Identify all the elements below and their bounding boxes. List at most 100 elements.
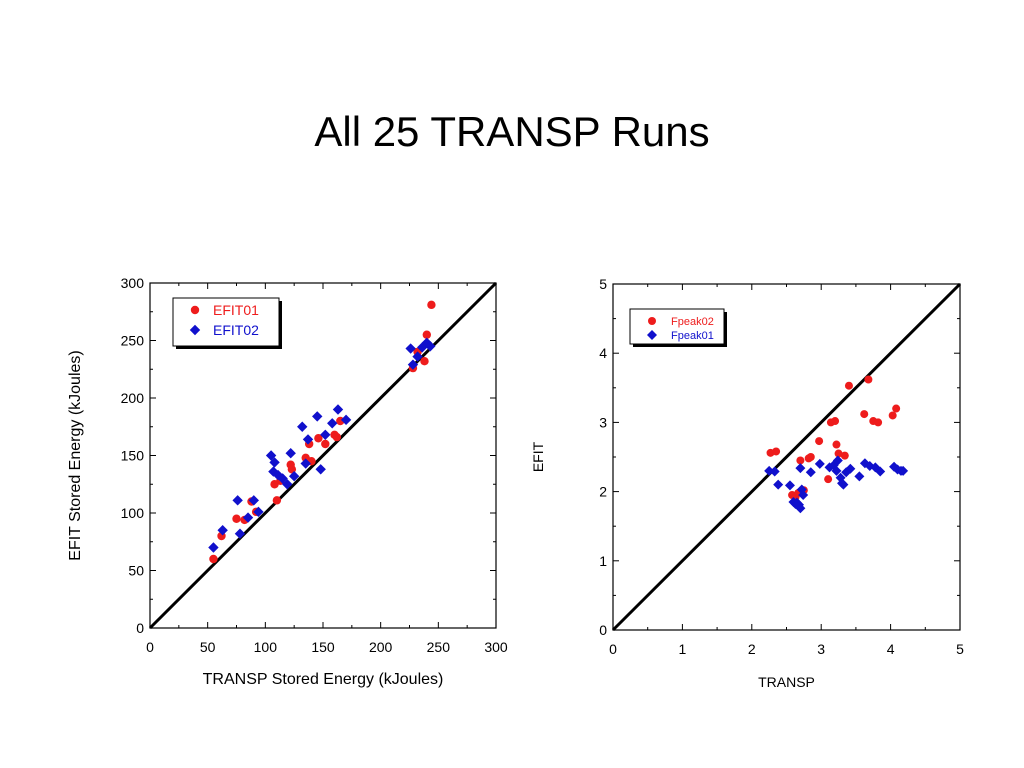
series-fpeak01: [764, 455, 909, 514]
y-tick-label: 2: [599, 484, 607, 500]
data-point-fpeak01: [769, 466, 780, 477]
data-point-efit01: [427, 300, 436, 310]
legend-label-fpeak02: Fpeak02: [671, 316, 714, 328]
data-point-efit02: [425, 341, 436, 352]
data-point-fpeak01: [784, 480, 795, 491]
data-point-fpeak02: [834, 449, 843, 458]
data-point-efit01: [314, 434, 323, 443]
x-tick-label: 150: [311, 639, 335, 655]
series-fpeak02: [766, 375, 901, 502]
legend-box: [629, 308, 725, 345]
legend-marker-fpeak01: [647, 330, 657, 340]
data-point-efit02: [253, 506, 264, 518]
data-point-efit02: [312, 411, 323, 422]
data-point-efit02: [297, 421, 308, 432]
data-point-fpeak02: [840, 451, 849, 460]
y-tick-label: 3: [599, 414, 607, 430]
data-point-fpeak01: [898, 465, 909, 476]
data-point-fpeak02: [888, 411, 897, 420]
y-tick-label: 300: [121, 275, 145, 291]
data-point-efit01: [272, 496, 282, 505]
data-point-efit02: [320, 429, 331, 440]
x-tick-label: 0: [146, 639, 154, 655]
identity-line: [611, 282, 962, 632]
x-tick-label: 100: [254, 639, 278, 655]
series-efit02: [208, 337, 436, 553]
x-tick-label: 1: [679, 641, 687, 657]
y-tick-label: 4: [599, 345, 607, 361]
data-point-efit01: [332, 432, 342, 442]
data-point-efit02: [234, 528, 246, 539]
legend: Fpeak02 Fpeak01: [629, 308, 727, 347]
data-point-fpeak02: [772, 447, 781, 456]
legend-label-efit02: EFIT02: [213, 322, 259, 338]
data-point-fpeak02: [796, 456, 805, 465]
data-point-fpeak02: [824, 475, 833, 484]
x-tick-label: 300: [484, 639, 508, 655]
x-tick-label: 2: [748, 641, 756, 657]
data-point-fpeak01: [832, 455, 843, 466]
x-tick-label: 5: [956, 641, 964, 657]
y-tick-label: 0: [599, 622, 607, 638]
data-point-fpeak01: [795, 463, 806, 474]
legend-marker-fpeak02: [648, 317, 656, 325]
x-tick-label: 200: [369, 639, 393, 655]
data-point-fpeak01: [831, 465, 842, 476]
legend-marker-efit02: [189, 324, 201, 336]
y-tick-label: 1: [599, 553, 607, 569]
x-axis-label: TRANSP Stored Energy (kJoules): [203, 671, 444, 688]
y-tick-label: 0: [136, 620, 144, 636]
y-tick-label: 5: [599, 276, 607, 292]
data-point-fpeak02: [860, 410, 869, 419]
data-point-efit01: [420, 357, 429, 366]
data-point-efit02: [315, 464, 326, 475]
data-point-fpeak01: [875, 466, 886, 477]
x-tick-label: 3: [817, 641, 825, 657]
data-point-fpeak01: [798, 490, 809, 501]
x-tick-label: 0: [609, 641, 617, 657]
legend-label-efit01: EFIT01: [213, 302, 259, 318]
data-point-efit02: [288, 471, 300, 482]
data-point-fpeak02: [806, 453, 815, 461]
data-point-fpeak02: [832, 440, 841, 449]
y-tick-label: 150: [121, 448, 145, 464]
y-axis-label: EFIT Stored Energy (kJoules): [67, 350, 84, 560]
data-point-efit02: [282, 479, 293, 490]
data-point-efit02: [232, 495, 243, 506]
data-point-efit02: [242, 512, 254, 523]
data-point-fpeak02: [864, 375, 873, 384]
data-point-fpeak02: [815, 437, 824, 446]
data-point-fpeak01: [838, 479, 849, 490]
y-tick-label: 50: [128, 563, 144, 579]
data-point-fpeak01: [773, 479, 784, 490]
data-point-efit02: [300, 458, 311, 469]
data-point-efit02: [248, 495, 259, 506]
data-point-fpeak01: [814, 458, 825, 469]
data-point-fpeak01: [795, 503, 806, 514]
data-point-efit02: [412, 351, 423, 362]
x-tick-label: 4: [887, 641, 895, 657]
data-point-efit02: [208, 542, 219, 553]
data-point-fpeak01: [845, 463, 856, 474]
y-tick-label: 250: [121, 333, 145, 349]
legend-box: [172, 297, 280, 347]
data-point-efit02: [285, 448, 296, 459]
data-point-fpeak02: [831, 417, 840, 426]
y-tick-label: 100: [121, 505, 145, 521]
chart-1: 0 50 100 150 200 250 300 0 50 100 150 200 250 300 TRAN…: [67, 275, 508, 688]
data-point-fpeak02: [844, 381, 853, 390]
y-tick-label: 200: [121, 390, 145, 406]
slide-title: All 25 TRANSP Runs: [314, 108, 710, 155]
data-point-fpeak01: [854, 471, 865, 482]
data-point-efit02: [269, 457, 280, 468]
data-point-fpeak01: [805, 467, 816, 478]
legend: EFIT01 EFIT02: [172, 297, 282, 349]
chart-2: 0 1 2 3 4 5 0 1 2 3 4 5 TRANSP EFIT Fpeak02 Fpeak01: [530, 276, 964, 690]
data-point-efit02: [302, 434, 314, 445]
legend-label-fpeak01: Fpeak01: [671, 330, 714, 342]
data-point-efit01: [232, 514, 241, 523]
legend-marker-efit01: [190, 305, 200, 315]
data-point-efit02: [340, 414, 352, 426]
x-tick-label: 50: [200, 639, 216, 655]
